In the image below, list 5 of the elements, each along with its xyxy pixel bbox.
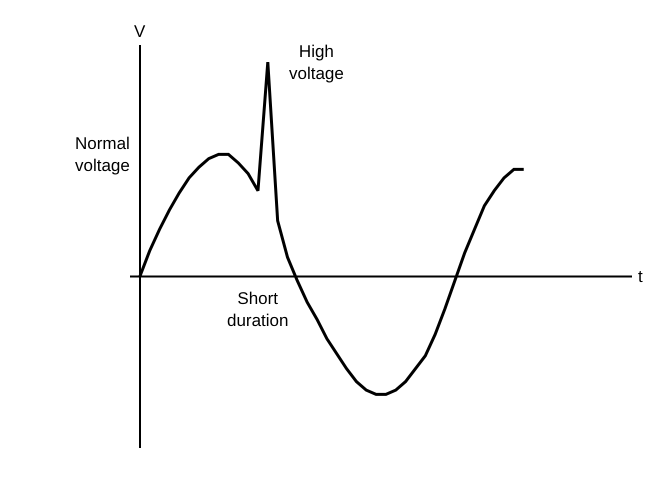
annotation: Short duration bbox=[227, 289, 288, 330]
text: t bbox=[638, 267, 643, 286]
text: V bbox=[134, 22, 146, 41]
text: Normal voltage bbox=[75, 134, 130, 176]
annotation: High voltage bbox=[289, 42, 344, 84]
